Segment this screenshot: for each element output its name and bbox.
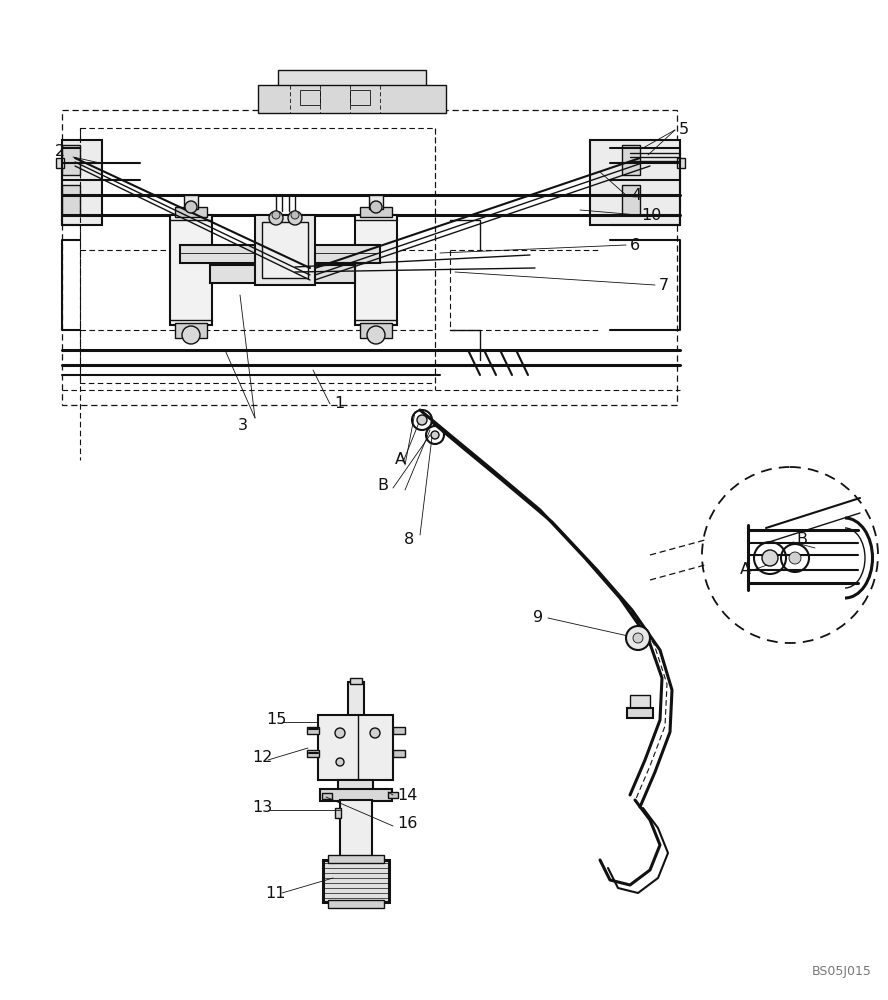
Circle shape [336, 758, 344, 766]
Text: A: A [740, 562, 751, 578]
Circle shape [367, 326, 385, 344]
Bar [393, 727, 405, 734]
Bar [627, 708, 653, 718]
Circle shape [633, 633, 643, 643]
Bar [307, 750, 319, 757]
Text: B: B [796, 532, 807, 548]
Bar [340, 800, 372, 860]
Bar [262, 222, 308, 278]
Circle shape [291, 211, 299, 219]
Bar [590, 140, 680, 225]
Circle shape [417, 415, 427, 425]
Text: 4: 4 [631, 188, 641, 204]
Bar [175, 207, 207, 217]
Bar [255, 215, 315, 285]
Circle shape [789, 552, 801, 564]
Bar [350, 90, 370, 105]
Bar [62, 140, 102, 225]
Bar [622, 185, 640, 215]
Bar [62, 185, 80, 215]
Bar [180, 245, 380, 263]
Circle shape [431, 431, 439, 439]
Circle shape [185, 201, 197, 213]
Text: 15: 15 [266, 712, 286, 728]
Circle shape [762, 550, 778, 566]
Text: 11: 11 [265, 886, 286, 900]
Text: A: A [395, 452, 406, 468]
Text: 1: 1 [334, 396, 345, 412]
Text: 12: 12 [252, 750, 273, 766]
Text: 13: 13 [252, 800, 273, 816]
Bar [677, 158, 685, 168]
Bar [300, 90, 320, 105]
Bar [322, 793, 332, 799]
Circle shape [272, 211, 280, 219]
Text: 3: 3 [238, 418, 248, 432]
Bar [175, 323, 207, 338]
Circle shape [269, 211, 283, 225]
Bar [388, 792, 398, 798]
Bar [318, 715, 393, 780]
Bar [355, 215, 397, 325]
Bar [62, 145, 80, 175]
Text: 10: 10 [641, 208, 662, 223]
Bar [258, 85, 446, 113]
Text: 16: 16 [397, 816, 417, 830]
Bar [80, 128, 435, 383]
Circle shape [370, 728, 380, 738]
Text: 5: 5 [679, 122, 689, 137]
Text: 6: 6 [630, 237, 640, 252]
Bar [323, 860, 389, 902]
Bar [630, 695, 650, 709]
Bar [338, 780, 373, 790]
Bar [348, 682, 364, 717]
Bar [278, 70, 426, 88]
Text: 2: 2 [55, 144, 65, 159]
Circle shape [182, 326, 200, 344]
Bar [393, 750, 405, 757]
Bar [369, 195, 383, 209]
Bar [210, 265, 355, 283]
Text: 9: 9 [533, 610, 543, 626]
Bar [335, 808, 341, 818]
Bar [350, 678, 362, 684]
Bar [360, 323, 392, 338]
Bar [56, 158, 64, 168]
Bar [360, 207, 392, 217]
Bar [62, 110, 677, 405]
Circle shape [288, 211, 302, 225]
Text: 14: 14 [397, 788, 417, 802]
Bar [170, 215, 212, 325]
Bar [184, 195, 198, 209]
Bar [328, 855, 384, 863]
Text: BS05J015: BS05J015 [813, 965, 872, 978]
Bar [320, 789, 392, 801]
Circle shape [335, 728, 345, 738]
Bar [307, 727, 319, 734]
Text: B: B [377, 479, 388, 493]
Text: 8: 8 [404, 532, 414, 548]
Bar [328, 900, 384, 908]
Bar [622, 145, 640, 175]
Text: 7: 7 [659, 277, 670, 292]
Circle shape [370, 201, 382, 213]
Circle shape [626, 626, 650, 650]
